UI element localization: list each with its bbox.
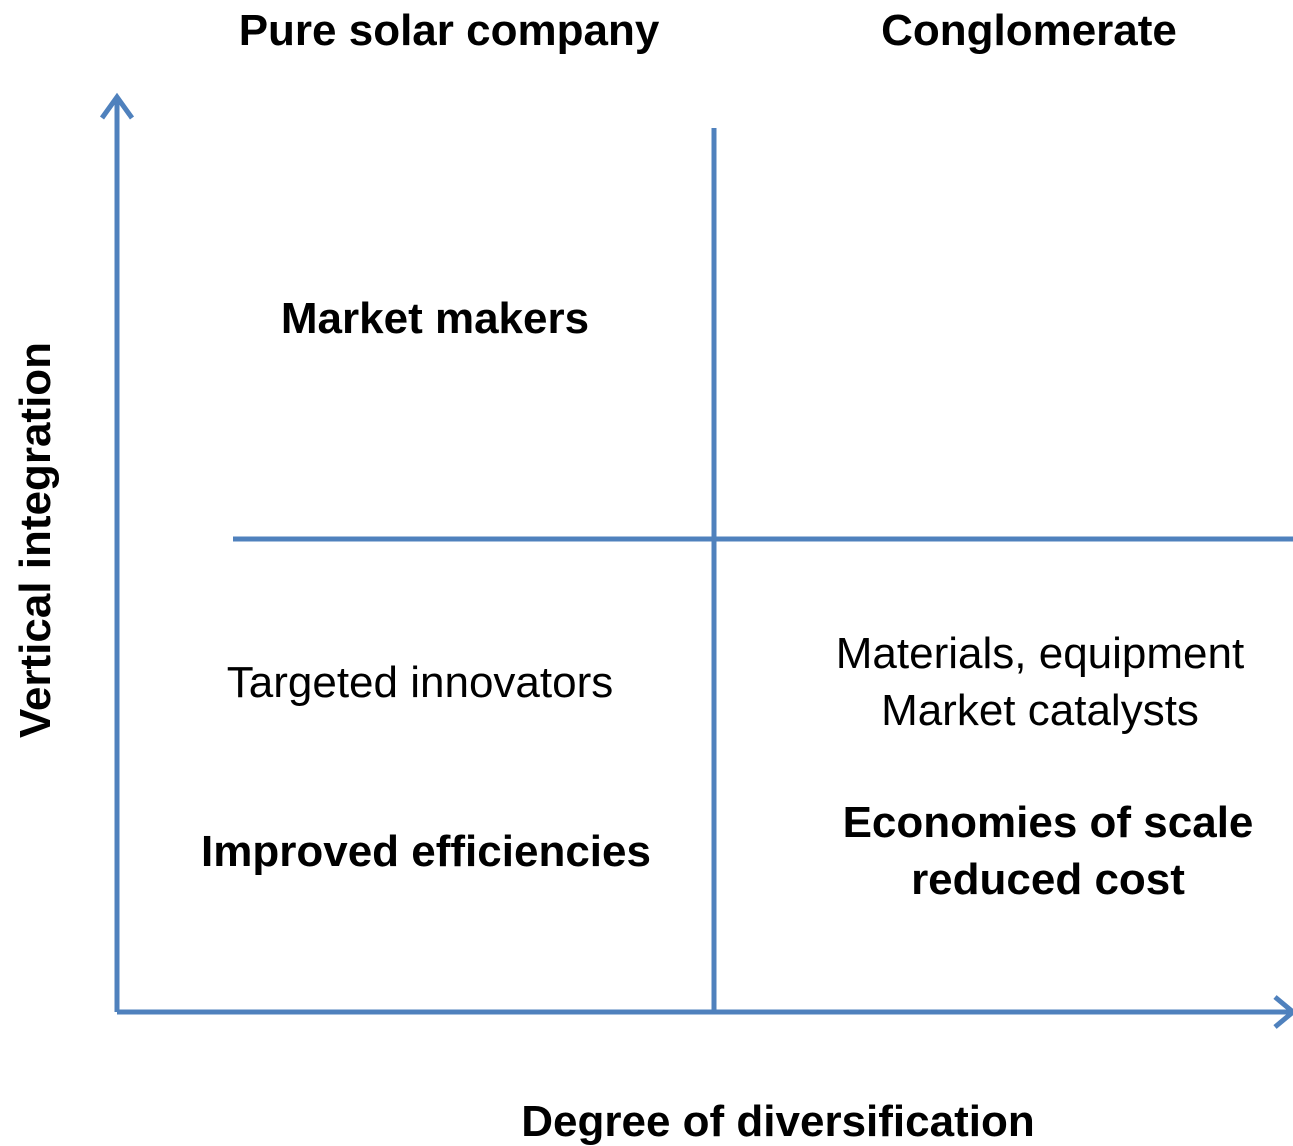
x-axis-label: Degree of diversification [521, 1097, 1034, 1146]
header-right: Conglomerate [881, 6, 1177, 55]
quadrant-text: Market catalysts [881, 686, 1199, 735]
y-axis-label: Vertical integration [11, 342, 60, 738]
quadrant-emphasis: reduced cost [911, 855, 1185, 904]
quadrant-text: Materials, equipment [836, 629, 1244, 678]
quadrant-emphasis: Economies of scale [843, 798, 1254, 847]
axes [99, 92, 1293, 1029]
quadrant-emphasis: Improved efficiencies [201, 827, 651, 876]
y-arrow [99, 92, 135, 120]
quadrant-label: Market makers [281, 294, 589, 343]
quadrant-text: Targeted innovators [227, 658, 613, 707]
x-arrow [1273, 995, 1293, 1029]
header-left: Pure solar company [239, 6, 660, 55]
